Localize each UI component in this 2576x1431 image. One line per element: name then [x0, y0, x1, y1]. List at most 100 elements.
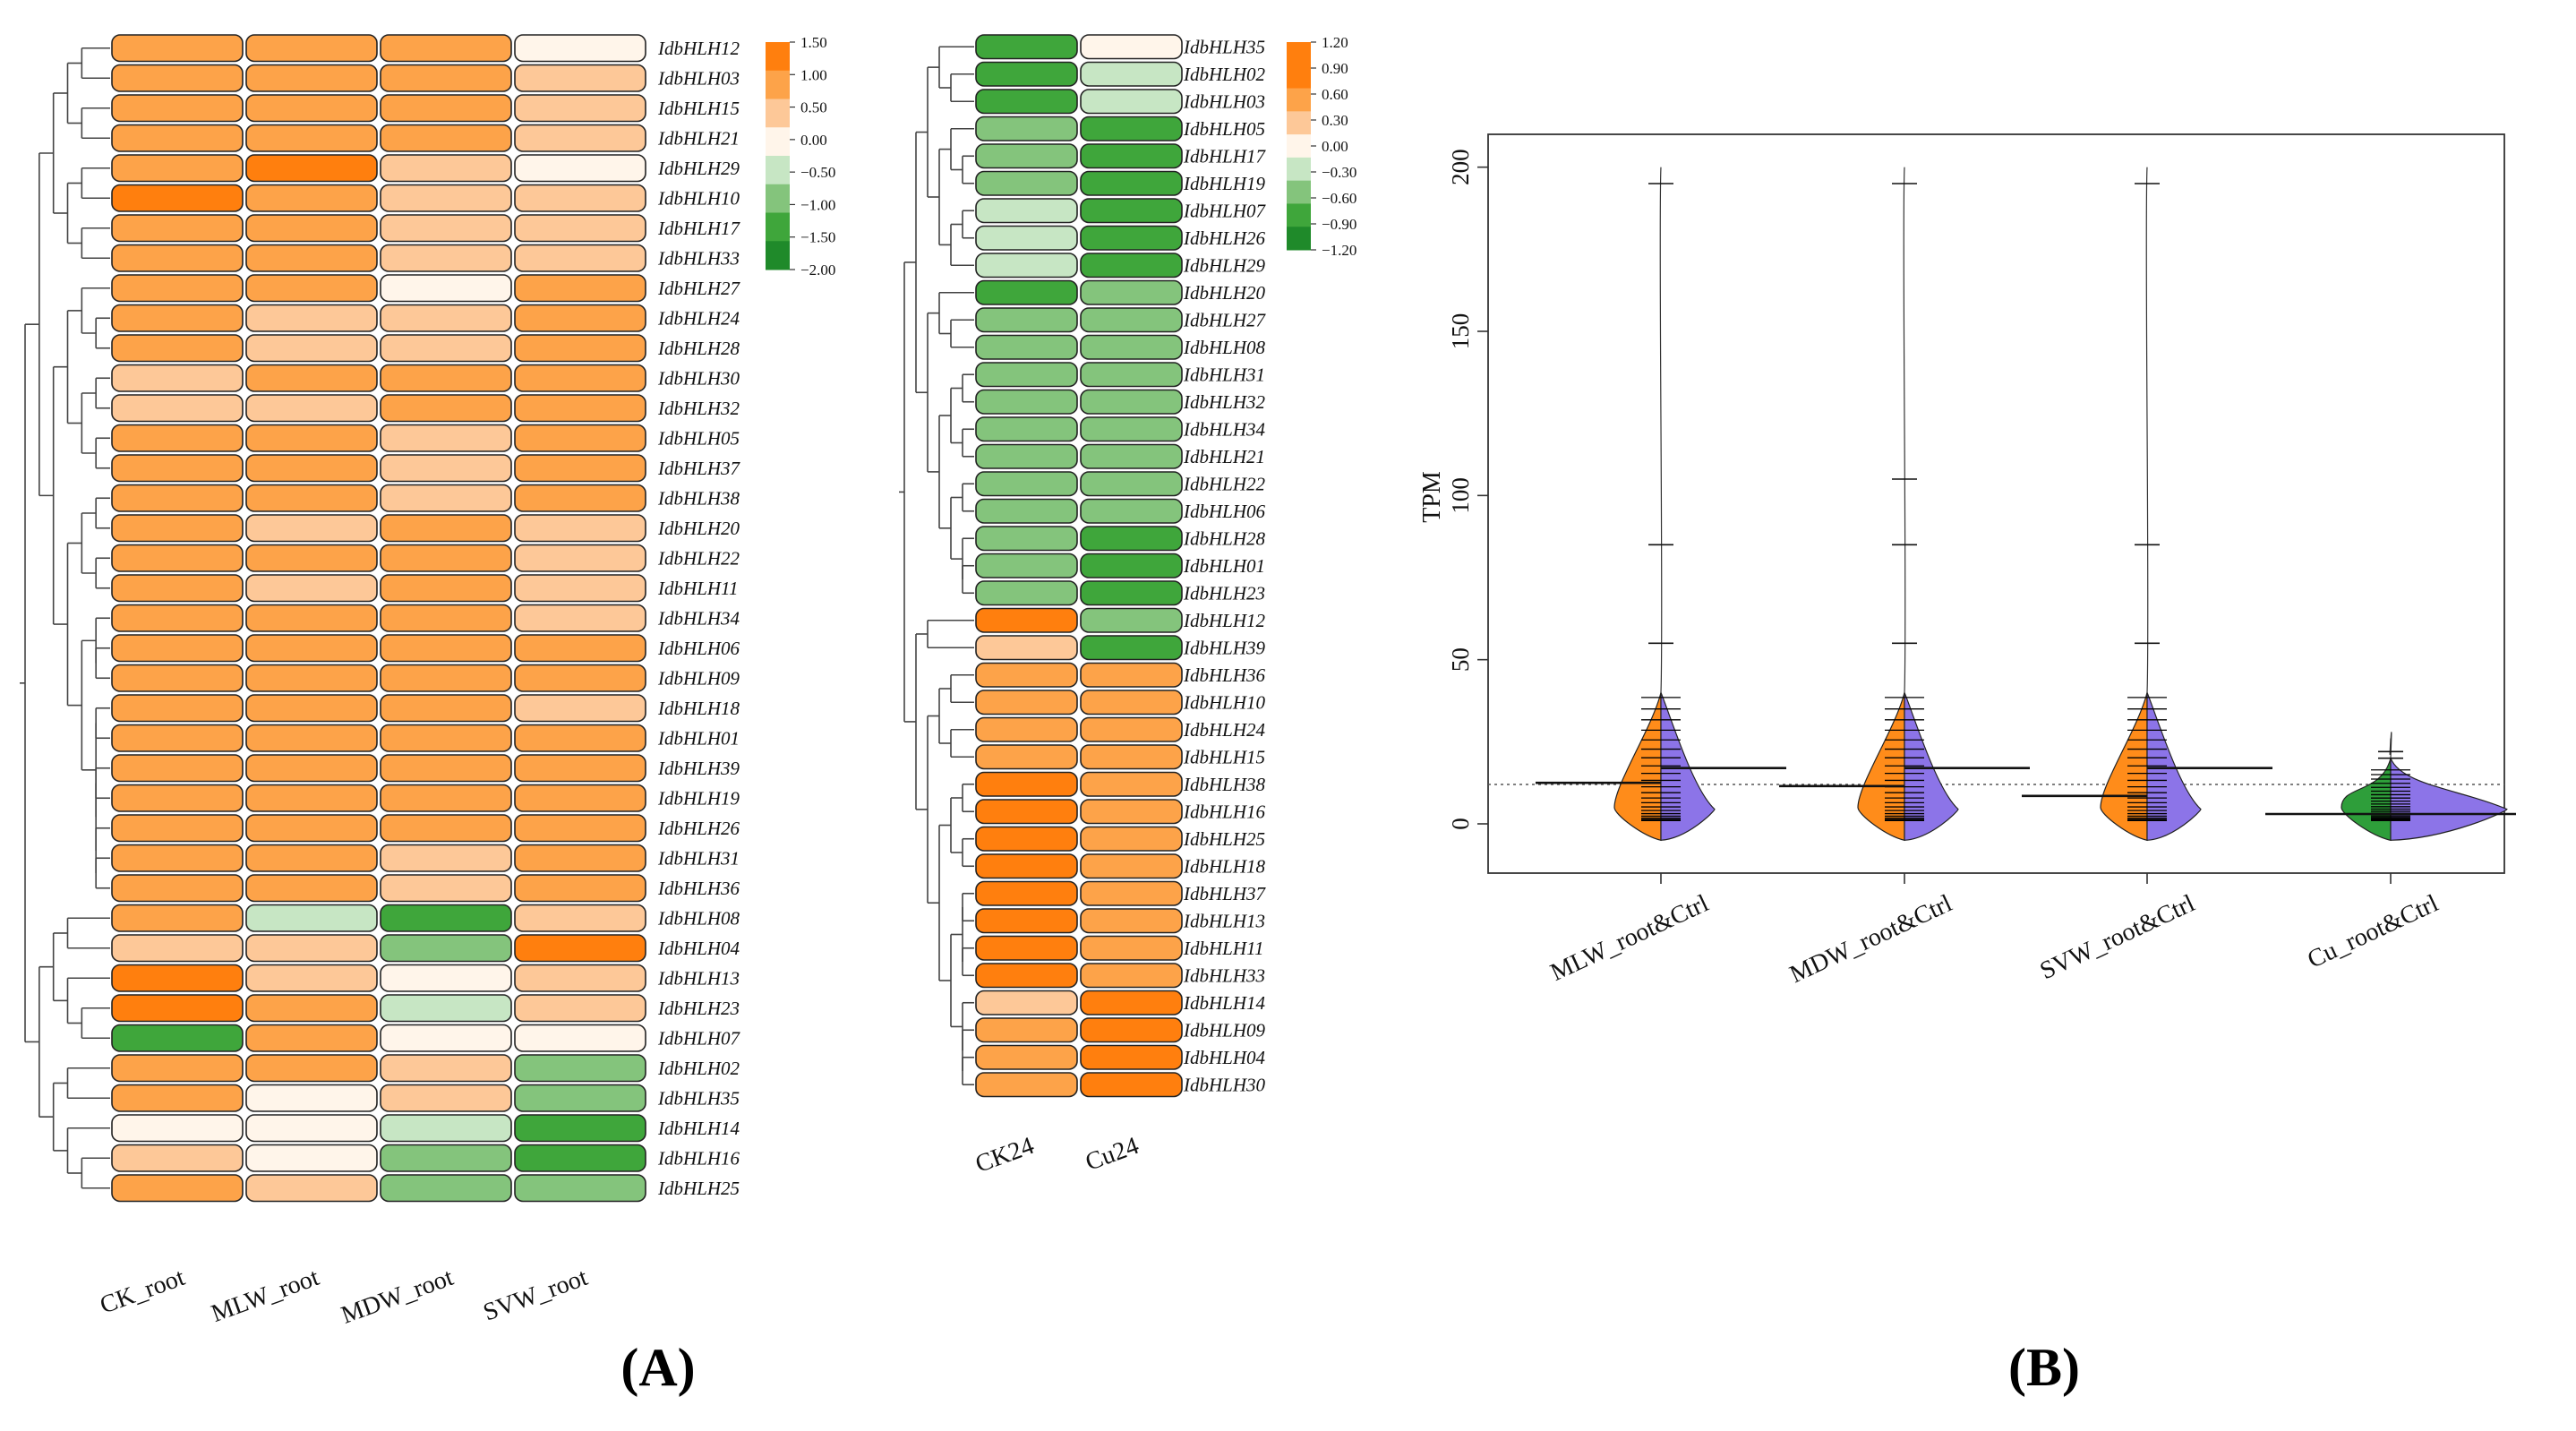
y-tick-label: 50 — [1447, 647, 1474, 672]
heatmap-a-col-label: MLW_root — [208, 1264, 323, 1328]
panel-label-b: (B) — [2008, 1338, 2080, 1397]
violin-left-half — [2341, 758, 2392, 842]
heatmap-a-cell — [245, 844, 378, 872]
violin-tail — [1903, 167, 1906, 693]
heatmap-cu-row-label: IdbHLH15 — [1183, 746, 1265, 767]
heatmap-a-cell — [245, 694, 378, 723]
heatmap-a-cell — [245, 784, 378, 812]
heatmap-a-cell — [111, 514, 244, 543]
heatmap-a-cell — [380, 874, 512, 903]
heatmap-a-col-label: MDW_root — [338, 1264, 458, 1330]
heatmap-cu-row-label: IdbHLH23 — [1183, 582, 1265, 604]
heatmap-a-cell — [111, 574, 244, 603]
heatmap-a-cell — [111, 1024, 244, 1052]
heatmap-a-cell — [380, 124, 512, 152]
heatmap-a-cell — [514, 604, 646, 632]
heatmap-a-row-label: IdbHLH19 — [657, 787, 740, 809]
heatmap-a-cell — [245, 724, 378, 752]
heatmap-a-cell — [111, 1114, 244, 1143]
heatmap-a-cell — [245, 544, 378, 572]
colorbar-cu-tick-label: 0.00 — [1322, 138, 1348, 155]
heatmap-cu-row-label: IdbHLH20 — [1183, 282, 1266, 304]
heatmap-cu-row-label: IdbHLH08 — [1183, 337, 1266, 358]
heatmap-cu-cell — [975, 826, 1078, 852]
colorbar-cu-tick-label: −0.30 — [1322, 164, 1356, 181]
heatmap-a-cell — [380, 184, 512, 212]
heatmap-a-cell — [111, 964, 244, 992]
heatmap-a-row-label: IdbHLH30 — [657, 367, 740, 389]
heatmap-a-cell — [514, 364, 646, 392]
heatmap-cu-cell — [1080, 880, 1183, 906]
heatmap-cu-cell — [975, 635, 1078, 661]
heatmap-a-cell — [111, 1054, 244, 1083]
colorbar-cu-swatch — [1287, 227, 1311, 251]
heatmap-a-cell — [245, 964, 378, 992]
heatmap-cu-cell — [1080, 635, 1183, 661]
colorbar-cu-swatch — [1287, 88, 1311, 112]
heatmap-a-cell — [380, 634, 512, 663]
heatmap-a-cell — [514, 1174, 646, 1203]
heatmap-a-cell — [380, 754, 512, 783]
heatmap-a-cell — [514, 964, 646, 992]
colorbar-cu-tick-label: 0.30 — [1322, 112, 1348, 129]
heatmap-a-cell — [514, 724, 646, 752]
heatmap-a-cell — [380, 604, 512, 632]
heatmap-cu-row-label: IdbHLH09 — [1183, 1019, 1266, 1041]
heatmap-a-cell — [514, 514, 646, 543]
violin-right-half — [2146, 692, 2202, 841]
heatmap-cu-row-label: IdbHLH29 — [1183, 254, 1266, 276]
colorbar-cu-swatch — [1287, 42, 1311, 66]
heatmap-cu-row-label: IdbHLH06 — [1183, 501, 1266, 522]
heatmap-a-cell — [245, 154, 378, 183]
heatmap-cu-row-label: IdbHLH18 — [1183, 855, 1266, 877]
heatmap-a-row-label: IdbHLH26 — [657, 818, 740, 839]
heatmap-cu-cell — [975, 89, 1078, 115]
heatmap-cu-row-label: IdbHLH37 — [1183, 883, 1267, 904]
heatmap-cu-cell — [975, 880, 1078, 906]
heatmap-cu-cell — [975, 744, 1078, 770]
heatmap-a-row-label: IdbHLH32 — [657, 398, 740, 419]
heatmap-cu-cell — [975, 198, 1078, 224]
heatmap-cu-cell — [975, 799, 1078, 825]
heatmap-a-cell — [111, 214, 244, 243]
heatmap-cu-row-label: IdbHLH34 — [1183, 418, 1266, 440]
heatmap-a-cell — [514, 634, 646, 663]
heatmap-a-cell — [245, 184, 378, 212]
heatmap-a-row-label: IdbHLH18 — [657, 698, 740, 719]
heatmap-cu-cell — [975, 607, 1078, 633]
heatmap-a-cell — [514, 184, 646, 212]
heatmap-a-cell — [514, 664, 646, 692]
heatmap-cu-cell — [1080, 853, 1183, 879]
heatmap-a-cell — [111, 1174, 244, 1203]
heatmap-a-cell — [111, 724, 244, 752]
colorbar-cu-swatch — [1287, 180, 1311, 204]
heatmap-cu-row-label: IdbHLH17 — [1183, 145, 1267, 167]
heatmap-a-cell — [514, 754, 646, 783]
heatmap-a-cell — [380, 544, 512, 572]
heatmap-cu-cell — [975, 116, 1078, 141]
heatmap-a-col-label: SVW_root — [480, 1264, 592, 1327]
heatmap-cu-cell — [975, 580, 1078, 606]
heatmap-cu-cell — [975, 690, 1078, 716]
heatmap-a-row-label: IdbHLH21 — [657, 127, 740, 149]
heatmap-a-cell — [514, 1024, 646, 1052]
heatmap-cu-cell — [975, 389, 1078, 415]
heatmap-a-cell — [245, 1144, 378, 1172]
heatmap-a-cell — [111, 484, 244, 512]
heatmap-a-cell — [111, 664, 244, 692]
heatmap-cu-cell — [975, 963, 1078, 989]
heatmap-a-cell — [514, 124, 646, 152]
heatmap-a-cell — [111, 754, 244, 783]
colorbar-cu-tick-label: −0.90 — [1322, 216, 1356, 233]
heatmap-a-cell — [514, 1084, 646, 1112]
heatmap-a-cell — [245, 424, 378, 452]
heatmap-a-cell — [245, 934, 378, 963]
heatmap-cu-cell — [975, 225, 1078, 251]
violin-tail — [1659, 167, 1663, 693]
heatmap-cu-row-label: IdbHLH36 — [1183, 664, 1266, 686]
colorbar-a-swatch — [766, 99, 790, 128]
heatmap-a-cell — [245, 1054, 378, 1083]
heatmap-cu-cell — [975, 253, 1078, 278]
heatmap-a-colorbar: 1.50 1.00 0.50 0.00 −0.50 −1.00 −1.50 −2.00 — [766, 34, 835, 278]
y-axis-label: TPM — [1418, 471, 1446, 523]
